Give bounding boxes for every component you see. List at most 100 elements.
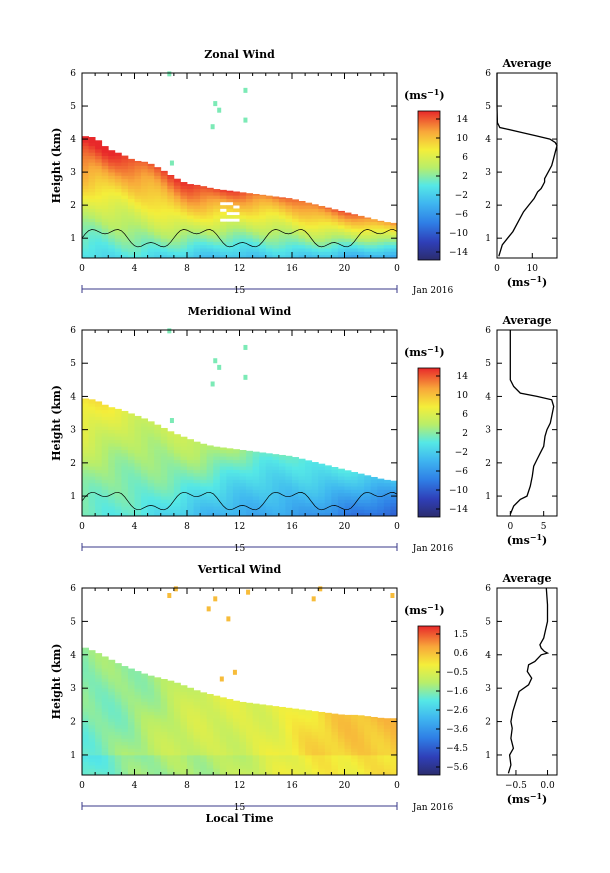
heatmap-cell [193,195,201,199]
heatmap-cell [101,178,109,183]
heatmap-cell [285,708,293,712]
heatmap-cell [298,751,306,756]
heatmap-cell [232,738,240,743]
heatmap-cell [141,168,149,173]
heatmap-cell [324,251,332,256]
heatmap-cell [193,758,201,763]
heatmap-cell [154,248,162,252]
heatmap-cell [88,399,96,404]
heatmap-cell [167,499,175,504]
heatmap-cell [252,489,260,494]
heatmap-cell [141,462,149,467]
heatmap-cell [187,241,194,246]
heatmap-cell [206,728,214,732]
heatmap-cell [173,459,181,464]
heatmap-cell [82,651,89,656]
heatmap-cell [272,764,280,769]
heatmap-cell [305,738,313,743]
heatmap-cell [167,231,175,236]
heatmap-cell [82,442,89,447]
heatmap-cell [351,512,359,517]
heatmap-cell [154,677,162,679]
heatmap-cell [173,251,181,256]
heatmap-cell [167,254,175,259]
heatmap-cell [259,228,267,232]
heatmap-cell [213,198,221,203]
heatmap-cell [285,254,293,259]
heatmap-cell [114,741,122,746]
heatmap-cell [101,446,109,450]
heatmap-cell [167,456,175,460]
heatmap-cell [351,496,359,500]
heatmap-cell [160,479,168,484]
heatmap-cell [351,251,359,256]
heatmap-cell [344,241,352,246]
heatmap-cell [108,469,116,474]
heatmap-cell [246,714,254,719]
heatmap-cell [259,496,267,500]
heatmap-cell [232,251,240,256]
heatmap-cell [239,711,247,716]
heatmap-cell [383,228,391,232]
heatmap-cell [154,512,162,517]
heatmap-cell [351,751,359,756]
heatmap-cell [121,711,129,716]
heatmap-cell [127,486,135,490]
heatmap-cell [147,718,155,722]
heatmap-cell [114,688,122,692]
heatmap-cell [127,684,135,689]
heatmap-cell [101,254,109,259]
heatmap-cell [193,768,201,773]
heatmap-cell [285,466,293,470]
heatmap-cell [226,198,234,203]
heatmap-cell [219,496,227,500]
heatmap-cell [121,506,129,510]
heatmap-cell [108,429,116,434]
x-tick-label: 16 [286,264,298,274]
heatmap-cell [134,221,142,226]
heatmap-cell [337,728,345,732]
heatmap-cell [331,492,339,497]
heatmap-cell [82,741,89,746]
heatmap-cell [357,241,365,246]
heatmap-cell [82,452,89,457]
heatmap-cell [206,228,214,232]
heatmap-cell [127,674,135,679]
heatmap-cell [213,744,221,749]
heatmap-cell [232,456,240,460]
heatmap-cell [226,761,234,766]
heatmap-cell [239,449,247,454]
heatmap-cell [180,198,188,203]
heatmap-cell [219,506,227,510]
heatmap-cell [193,449,201,454]
heatmap-cell [95,178,103,183]
heatmap-cell [180,741,188,746]
heatmap-cell [252,761,260,766]
heatmap-cell [232,711,240,716]
heatmap-cell [108,741,116,746]
heatmap-cell [95,449,103,454]
heatmap-cell [246,241,254,246]
panel-title: Vertical Wind [197,563,282,576]
heatmap-cell [331,496,339,500]
heatmap-cell [160,234,168,239]
heatmap-cell [331,771,339,776]
heatmap-cell [364,748,372,753]
heatmap-cell [252,466,260,470]
heatmap-cell [292,199,299,203]
heatmap-cell [305,754,313,759]
heatmap-cell [167,185,175,190]
heatmap-cell [167,449,175,454]
heatmap-cell [364,738,372,743]
heatmap-cell [127,711,135,716]
heatmap-cell [141,754,149,759]
heatmap-cell [147,751,155,756]
heatmap-cell [114,238,122,242]
heatmap-cell [114,466,122,470]
heatmap-cell [134,419,142,424]
heatmap-cell [180,201,188,206]
heatmap-cell [213,248,221,252]
heatmap-cell [278,466,286,470]
heatmap-cell [114,724,122,729]
